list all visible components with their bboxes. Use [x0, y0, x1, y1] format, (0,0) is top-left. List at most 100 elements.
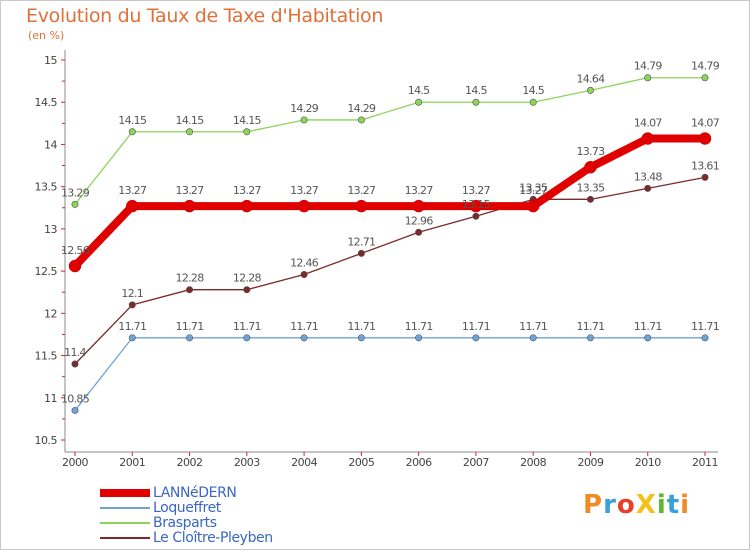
data-label: 12.28: [176, 272, 205, 285]
data-label: 12.28: [233, 272, 262, 285]
series-line-2: [74, 77, 706, 206]
logo-letter: o: [616, 490, 636, 520]
data-label: 14.79: [691, 60, 720, 73]
data-label: 13.73: [576, 145, 605, 158]
legend-label: Brasparts: [153, 514, 217, 531]
data-label: 13.27: [519, 184, 548, 197]
legend-item: LANNéDERN: [100, 485, 273, 500]
x-tick-label: 2000: [62, 456, 88, 469]
data-point: [357, 249, 365, 257]
data-point: [71, 200, 79, 208]
data-label: 13.35: [576, 181, 605, 194]
data-point: [529, 98, 537, 106]
data-label: 14.07: [634, 117, 663, 130]
series-line-3: [74, 176, 706, 365]
data-point: [472, 334, 480, 342]
legend-item: Brasparts: [100, 515, 273, 530]
data-label: 11.71: [519, 320, 547, 333]
data-point: [584, 160, 597, 174]
data-point: [186, 128, 194, 136]
legend-label: LANNéDERN: [153, 484, 237, 501]
data-label: 11.71: [176, 320, 204, 333]
logo-letter: t: [666, 490, 681, 520]
data-label: 14.64: [576, 72, 605, 85]
data-label: 12.71: [347, 235, 375, 248]
y-tick-label: 13: [44, 223, 57, 236]
data-point: [412, 199, 425, 213]
data-point: [186, 286, 194, 294]
logo-letter: i: [680, 490, 691, 520]
data-label: 13.27: [290, 184, 319, 197]
data-point: [472, 98, 480, 106]
x-tick-label: 2009: [577, 456, 603, 469]
data-point: [586, 86, 594, 94]
data-label: 14.29: [347, 102, 376, 115]
series-line-0: [71, 134, 709, 271]
data-label: 12.56: [61, 244, 90, 257]
data-label: 13.27: [233, 184, 262, 197]
y-tick-label: 11.5: [35, 350, 58, 363]
y-tick-label: 11: [44, 392, 57, 405]
data-label: 11.71: [462, 320, 490, 333]
data-label: 11.71: [691, 320, 719, 333]
data-point: [701, 334, 709, 342]
data-point: [701, 173, 709, 181]
data-label: 13.27: [347, 184, 376, 197]
data-label: 13.27: [405, 184, 434, 197]
data-point: [297, 199, 311, 213]
data-label: 13.48: [634, 170, 663, 183]
data-label: 12.96: [405, 214, 434, 227]
data-point: [243, 334, 251, 342]
data-label: 11.71: [233, 320, 261, 333]
y-tick-label: 14.5: [35, 96, 58, 109]
data-label: 13.27: [462, 184, 491, 197]
data-label: 12.1: [121, 287, 143, 300]
data-label: 11.71: [405, 320, 433, 333]
y-tick-label: 10.5: [35, 434, 58, 447]
data-point: [300, 334, 308, 342]
legend-item: Loqueffret: [100, 500, 273, 515]
x-tick-label: 2008: [520, 456, 546, 469]
data-label: 14.5: [522, 84, 544, 97]
data-label: 14.15: [118, 114, 147, 127]
data-point: [586, 195, 594, 203]
data-point: [128, 301, 136, 309]
data-point: [644, 184, 652, 192]
logo-letter: P: [583, 490, 604, 520]
data-point: [472, 212, 480, 220]
data-point: [71, 360, 79, 368]
data-point: [243, 286, 251, 294]
data-label: 11.4: [64, 346, 86, 359]
data-label: 14.15: [233, 114, 262, 127]
chart-title: Evolution du Taux de Taxe d'Habitation: [26, 5, 384, 27]
y-tick-label: 13.5: [35, 181, 58, 194]
proxiti-logo: ProXiti: [583, 490, 690, 520]
data-point: [243, 128, 251, 136]
legend-swatch: [100, 536, 150, 539]
x-tick-label: 2005: [348, 456, 374, 469]
logo-letter: X: [635, 490, 657, 520]
data-label: 11.71: [290, 320, 318, 333]
data-point: [128, 128, 136, 136]
legend-swatch: [100, 488, 150, 497]
data-label: 14.07: [691, 117, 720, 130]
data-point: [126, 199, 139, 213]
data-point: [300, 116, 308, 124]
data-label: 11.71: [576, 320, 604, 333]
x-tick-label: 2002: [177, 456, 203, 469]
legend-item: Le Cloître-Pleyben: [100, 530, 273, 545]
data-point: [415, 334, 423, 342]
x-tick-label: 2003: [234, 456, 260, 469]
data-label: 14.5: [465, 84, 487, 97]
y-tick-label: 12: [44, 307, 57, 320]
data-label: 14.79: [634, 60, 663, 73]
data-point: [357, 116, 365, 124]
data-label: 11.71: [347, 320, 375, 333]
data-point: [644, 74, 652, 82]
data-label: 11.71: [118, 320, 146, 333]
data-point: [71, 406, 79, 414]
data-label: 12.46: [290, 256, 319, 269]
data-point: [415, 228, 423, 236]
data-point: [183, 199, 196, 213]
